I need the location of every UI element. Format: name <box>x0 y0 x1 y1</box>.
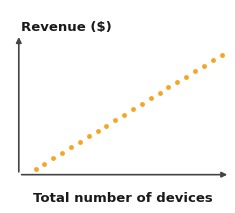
Text: Revenue ($): Revenue ($) <box>21 21 112 34</box>
Text: Total number of devices: Total number of devices <box>34 192 213 205</box>
